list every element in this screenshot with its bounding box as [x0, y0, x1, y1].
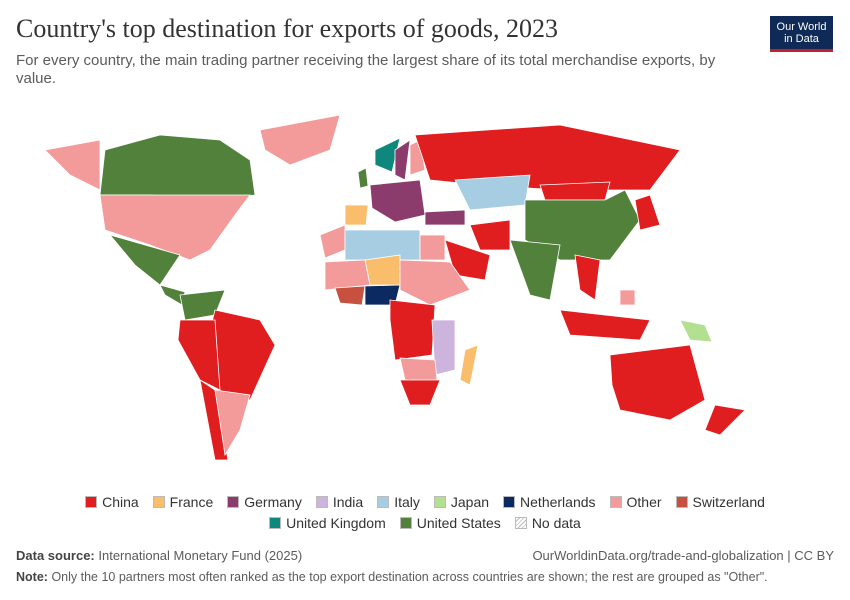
legend-label: United States — [416, 514, 501, 531]
legend-swatch — [433, 495, 446, 508]
country[interactable] — [369, 179, 426, 223]
country[interactable] — [374, 137, 401, 173]
logo[interactable]: Our World in Data — [770, 16, 833, 52]
title: Country's top destination for exports of… — [16, 14, 558, 43]
country[interactable] — [259, 114, 341, 166]
country[interactable] — [344, 204, 369, 226]
country[interactable] — [704, 404, 746, 436]
country[interactable] — [344, 229, 421, 261]
country[interactable] — [574, 254, 601, 301]
country[interactable] — [99, 134, 256, 201]
legend-item[interactable]: Other — [609, 493, 662, 510]
legend-swatch — [227, 495, 240, 508]
legend-label: India — [332, 493, 364, 510]
legend-swatch — [377, 495, 390, 508]
legend-label: Other — [626, 493, 662, 510]
country[interactable] — [444, 239, 491, 281]
legend-label: France — [169, 493, 214, 510]
legend-label: Italy — [394, 493, 420, 510]
legend-swatch — [152, 495, 165, 508]
legend-swatch — [399, 516, 412, 529]
legend-item[interactable]: United Kingdom — [269, 514, 386, 531]
subtitle: For every country, the main trading part… — [16, 52, 716, 87]
legend-swatch — [609, 495, 622, 508]
country[interactable] — [459, 344, 479, 386]
country[interactable] — [469, 219, 511, 251]
country[interactable] — [419, 234, 446, 261]
legend-swatch — [503, 495, 516, 508]
note: Note: Only the 10 partners most often ra… — [16, 570, 768, 584]
url[interactable]: OurWorldinData.org/trade-and-globalizati… — [532, 548, 834, 563]
country[interactable] — [454, 174, 531, 211]
note-label: Note: — [16, 570, 48, 584]
world-map — [44, 114, 746, 461]
legend-label: Japan — [450, 493, 490, 510]
legend-label: United Kingdom — [286, 514, 386, 531]
country[interactable] — [334, 285, 366, 306]
country[interactable] — [364, 254, 401, 286]
legend-swatch — [675, 495, 688, 508]
source: Data source: International Monetary Fund… — [16, 548, 302, 563]
country[interactable] — [177, 319, 221, 391]
legend-item[interactable]: Germany — [227, 493, 302, 510]
legend: China France Germany India Italy Japan Netherl… — [75, 493, 775, 531]
legend-item[interactable]: United States — [399, 514, 501, 531]
legend-item[interactable]: Netherlands — [503, 493, 596, 510]
legend-item[interactable]: India — [315, 493, 364, 510]
legend-label: No data — [531, 514, 581, 531]
legend-swatch — [269, 516, 282, 529]
legend-label: Switzerland — [692, 493, 765, 510]
country[interactable] — [399, 357, 438, 381]
legend-swatch — [514, 516, 527, 529]
source-label: Data source: — [16, 548, 95, 563]
legend-label: Germany — [244, 493, 302, 510]
country[interactable] — [319, 224, 346, 259]
country[interactable] — [559, 309, 651, 341]
legend-item[interactable]: No data — [514, 514, 581, 531]
source-text: International Monetary Fund (2025) — [98, 548, 303, 563]
logo-line: in Data — [784, 33, 819, 45]
country[interactable] — [99, 194, 251, 261]
country[interactable] — [509, 239, 561, 301]
country[interactable] — [394, 139, 411, 181]
legend-label: China — [102, 493, 139, 510]
legend-swatch — [85, 495, 98, 508]
country[interactable] — [679, 319, 713, 343]
legend-label: Netherlands — [520, 493, 596, 510]
note-text: Only the 10 partners most often ranked a… — [51, 570, 768, 584]
country[interactable] — [199, 379, 229, 461]
legend-item[interactable]: Japan — [433, 493, 490, 510]
country[interactable] — [634, 194, 661, 231]
legend-item[interactable]: Italy — [377, 493, 420, 510]
country[interactable] — [431, 319, 456, 376]
legend-swatch — [315, 495, 328, 508]
logo-line: Our World — [776, 21, 827, 33]
country[interactable] — [399, 379, 441, 406]
country[interactable] — [389, 299, 436, 361]
country[interactable] — [44, 139, 101, 191]
country[interactable] — [324, 259, 371, 291]
country[interactable] — [357, 167, 369, 189]
country[interactable] — [619, 289, 636, 306]
country[interactable] — [609, 344, 706, 421]
legend-item[interactable]: China — [85, 493, 139, 510]
legend-item[interactable]: France — [152, 493, 214, 510]
country[interactable] — [424, 209, 466, 226]
country[interactable] — [214, 389, 251, 457]
legend-item[interactable]: Switzerland — [675, 493, 765, 510]
country[interactable] — [539, 181, 611, 201]
